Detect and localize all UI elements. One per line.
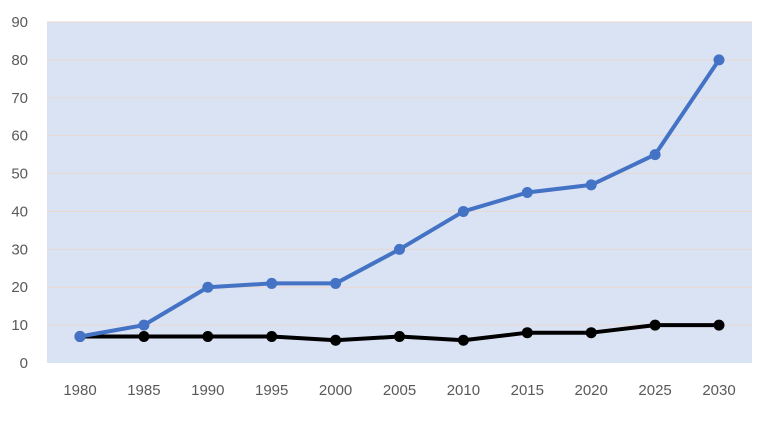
series-1-point (713, 54, 725, 66)
series-2-point (266, 330, 278, 342)
series-1-point (649, 149, 661, 161)
y-tick-label: 90 (11, 14, 28, 31)
x-tick-label: 1995 (255, 382, 288, 399)
series-1 (74, 54, 725, 342)
y-tick-label: 0 (20, 355, 28, 372)
plot-area (47, 22, 752, 363)
x-tick-label: 2030 (702, 382, 735, 399)
series-1-point (202, 281, 214, 293)
x-tick-label: 1990 (191, 382, 224, 399)
y-axis-ticks: 0 10 20 30 40 50 60 70 80 90 (11, 14, 28, 372)
y-tick-label: 50 (11, 166, 28, 183)
series-2-point (457, 334, 469, 346)
series-layer (74, 54, 725, 346)
x-tick-label: 2005 (383, 382, 416, 399)
y-tick-label: 40 (11, 203, 28, 220)
series-1-point (394, 243, 405, 255)
x-tick-label: 1985 (127, 382, 160, 399)
series-2-point (649, 319, 661, 331)
series-1-point (585, 179, 597, 191)
series-1-point (74, 330, 86, 342)
series-1-point (457, 205, 469, 217)
series-2-point (202, 330, 214, 342)
x-tick-label: 1980 (63, 382, 96, 399)
x-tick-label: 2025 (638, 382, 671, 399)
y-tick-label: 20 (11, 279, 28, 296)
x-tick-label: 2020 (575, 382, 608, 399)
series-1-point (266, 277, 278, 289)
y-tick-label: 60 (11, 128, 28, 145)
gridlines (47, 21, 752, 326)
y-tick-label: 10 (11, 317, 28, 334)
series-2-point (138, 330, 150, 342)
series-1-point (521, 187, 533, 198)
series-1-point (330, 277, 342, 289)
x-tick-label: 2000 (319, 382, 352, 399)
series-2-point (521, 327, 533, 339)
x-tick-label: 2010 (447, 382, 480, 399)
series-1-point (138, 319, 150, 331)
x-tick-label: 2015 (511, 382, 544, 399)
y-tick-label: 30 (11, 241, 28, 258)
series-2-point (585, 327, 597, 339)
series-2-point (394, 330, 405, 342)
x-axis-ticks: 1980 1985 1990 1995 2000 2005 2010 2015 2020 2025… (63, 382, 735, 399)
y-tick-label: 80 (11, 52, 28, 69)
series-2-point (330, 334, 342, 346)
series-2-point (713, 319, 725, 331)
y-tick-label: 70 (11, 90, 28, 107)
